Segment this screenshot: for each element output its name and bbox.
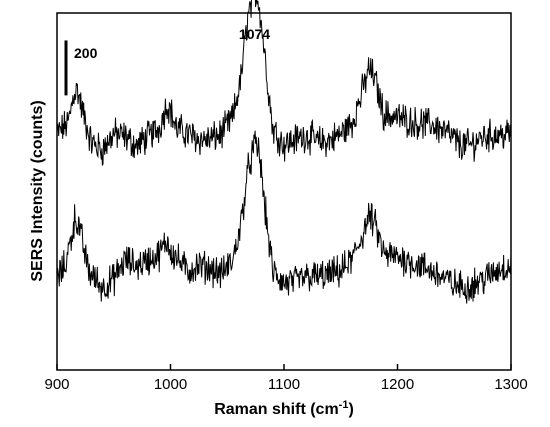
series-layer [56, 0, 512, 304]
plot-frame [56, 12, 512, 371]
x-tick-label-900: 900 [44, 376, 69, 393]
x-axis-title-close: ) [348, 401, 353, 418]
scale-bar: 200 [64, 40, 98, 96]
x-axis-ticks: 900 1000 1100 1200 1300 [44, 364, 528, 393]
x-axis-title-main: Raman shift (cm [214, 401, 338, 418]
x-tick-label-1300: 1300 [494, 376, 527, 393]
y-axis-title: SERS Intensity (counts) [29, 100, 46, 281]
x-tick-label-1000: 1000 [154, 376, 187, 393]
x-tick-label-1100: 1100 [268, 376, 300, 393]
peak-annotation-label: 1074 [239, 26, 270, 42]
x-axis-title-superscript: -1 [339, 399, 349, 411]
spectrum-line-1 [56, 0, 512, 166]
x-axis-title: Raman shift (cm-1) [214, 399, 354, 418]
x-tick-label-1200: 1200 [381, 376, 414, 393]
scale-bar-label: 200 [74, 45, 98, 61]
spectrum-line-2 [56, 130, 512, 304]
